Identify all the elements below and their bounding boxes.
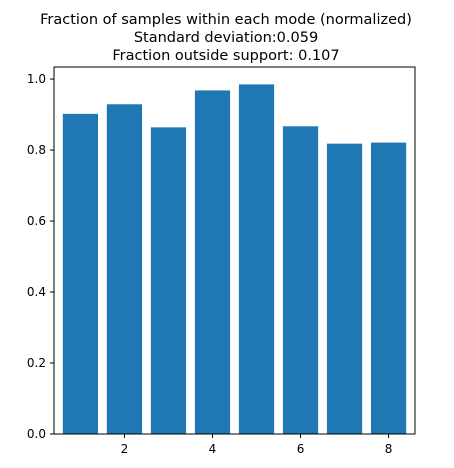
bar-2 — [106, 104, 143, 435]
y-tick-label: 0.8 — [27, 143, 46, 157]
bar-7 — [326, 143, 363, 434]
x-tick-label: 2 — [121, 442, 129, 456]
bars-group — [62, 84, 407, 435]
x-tick-label: 8 — [385, 442, 393, 456]
y-axis-ticks: 0.0 0.2 0.4 0.6 0.8 1.0 — [27, 72, 54, 441]
y-tick-label: 0.2 — [27, 356, 46, 370]
x-tick-label: 4 — [209, 442, 217, 456]
bar-3 — [150, 127, 187, 434]
title-line-3: Fraction outside support: 0.107 — [112, 48, 339, 64]
bar-8 — [370, 142, 407, 434]
y-tick-label: 0.6 — [27, 214, 46, 228]
bar-6 — [282, 126, 319, 435]
bar-4 — [194, 90, 231, 434]
y-tick-label: 0.4 — [27, 285, 46, 299]
x-axis-ticks: 2 4 6 8 — [121, 434, 393, 456]
chart-title: Fraction of samples within each mode (no… — [40, 12, 412, 64]
title-line-2: Standard deviation:0.059 — [134, 30, 318, 46]
x-tick-label: 6 — [297, 442, 305, 456]
y-tick-label: 0.0 — [27, 427, 46, 441]
y-tick-label: 1.0 — [27, 72, 46, 86]
plot-area-frame — [53, 66, 416, 435]
bar-5 — [238, 84, 275, 434]
bar-1 — [62, 113, 99, 434]
title-line-1: Fraction of samples within each mode (no… — [40, 12, 412, 28]
